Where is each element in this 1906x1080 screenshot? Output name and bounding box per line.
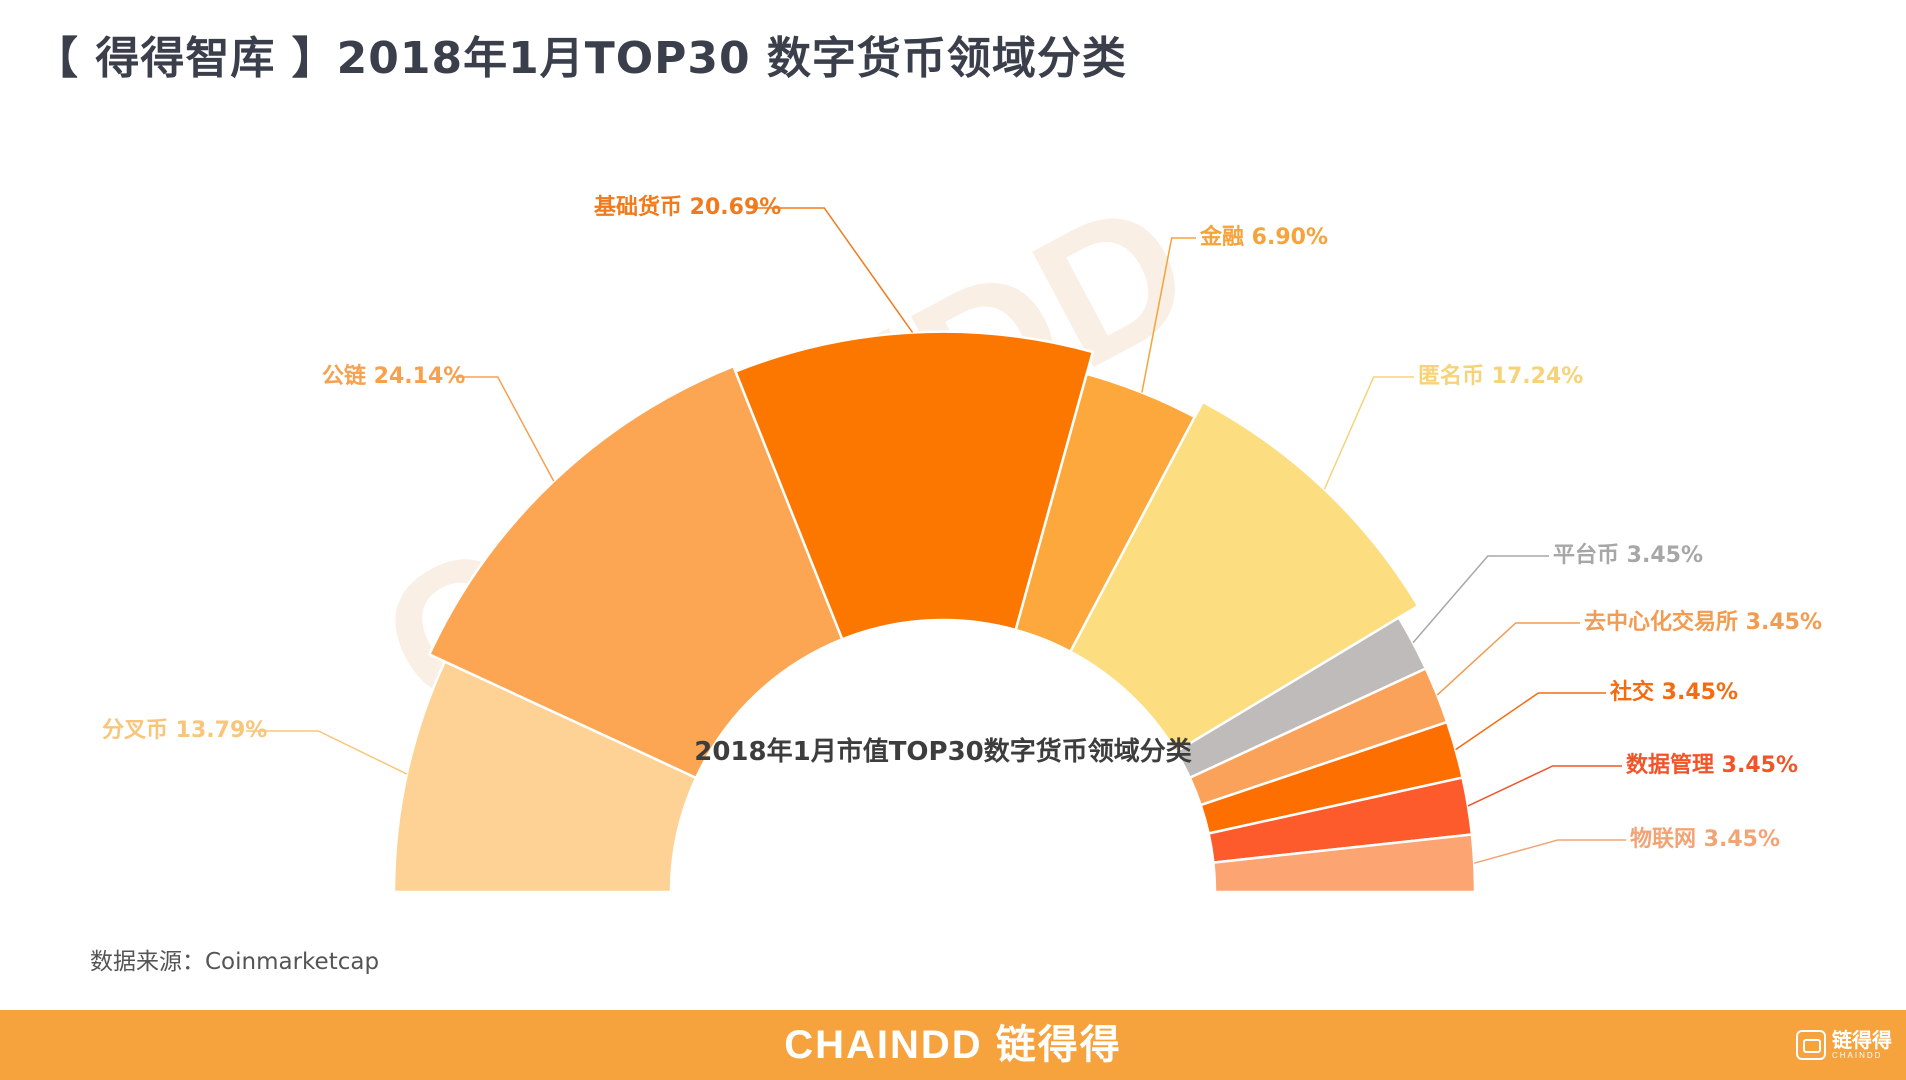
chart-center-label: 2018年1月市值TOP30数字货币领域分类 <box>694 736 1192 767</box>
slice-label-7: 社交 3.45% <box>1610 679 1738 705</box>
slice-label-4: 匿名币 17.24% <box>1418 363 1583 389</box>
slice-label-2: 基础货币 20.69% <box>594 194 781 220</box>
leader-line-4 <box>1323 376 1414 490</box>
slice-label-0: 分叉币 13.79% <box>102 718 267 743</box>
slice-label-8: 数据管理 3.45% <box>1626 752 1798 778</box>
leader-line-2 <box>752 207 914 333</box>
footer-logo-en: CHAINDD <box>1832 1051 1883 1060</box>
slice-label-3: 金融 6.90% <box>1199 224 1328 250</box>
slice-label-5: 平台币 3.45% <box>1553 542 1703 568</box>
pie-slice-0 <box>392 659 698 894</box>
chain-link-icon <box>1796 1030 1826 1060</box>
pie-slice-9 <box>1212 833 1477 894</box>
pie-slice-1 <box>427 364 844 780</box>
pie-slice-2 <box>733 330 1095 641</box>
slice-label-1: 公链 24.14% <box>322 363 465 389</box>
leader-line-9 <box>1474 839 1626 864</box>
leader-line-6 <box>1436 622 1580 696</box>
leader-line-8 <box>1467 765 1622 807</box>
slice-label-6: 去中心化交易所 3.45% <box>1584 609 1822 635</box>
footer-brand: CHAINDD 链得得 <box>784 1023 1122 1067</box>
leader-line-5 <box>1412 555 1549 644</box>
leader-line-0 <box>246 730 408 775</box>
pie-slice-4 <box>1068 400 1420 754</box>
leader-line-1 <box>452 376 555 482</box>
footer-logo: 链得得 CHAINDD <box>1796 1024 1892 1066</box>
footer-logo-cn: 链得得 <box>1832 1028 1892 1052</box>
leader-line-7 <box>1455 692 1606 751</box>
leader-line-3 <box>1141 237 1196 393</box>
slice-label-9: 物联网 3.45% <box>1630 826 1780 852</box>
page-title: 【 得得智库 】2018年1月TOP30 数字货币领域分类 <box>34 33 1127 84</box>
data-source: 数据来源：Coinmarketcap <box>90 949 380 975</box>
footer-bar: CHAINDD 链得得 链得得 CHAINDD <box>0 1010 1906 1080</box>
half-donut-chart: CHAINDD 分叉币 13.79%公链 24.14%基础货币 20.69%金融… <box>102 158 1822 894</box>
